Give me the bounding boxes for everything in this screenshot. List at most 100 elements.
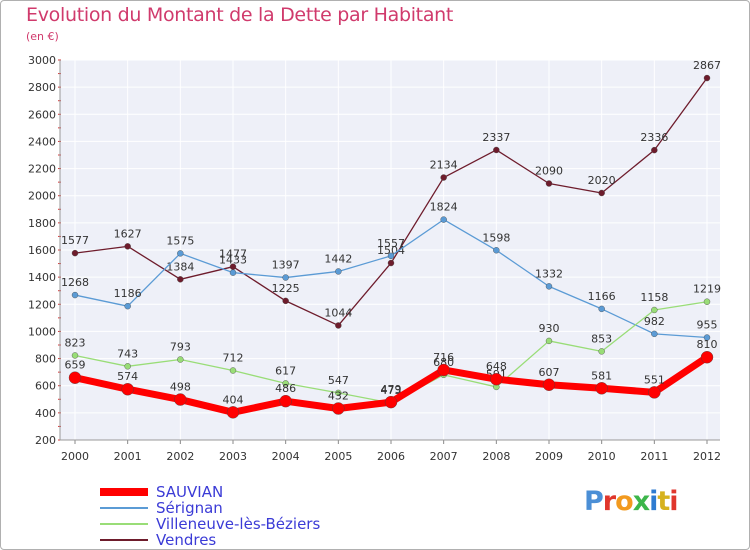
- data-point: [124, 243, 131, 250]
- data-label: 823: [65, 336, 86, 349]
- data-point: [335, 389, 342, 397]
- data-point: [68, 371, 82, 384]
- data-point: [282, 380, 289, 387]
- data-label: 1557: [377, 237, 405, 250]
- data-label: 404: [223, 393, 244, 406]
- x-tick-label: 2010: [588, 450, 616, 463]
- data-point: [282, 297, 289, 305]
- data-label: 473: [381, 384, 402, 397]
- data-label: 1504: [377, 244, 405, 257]
- x-tick-label: 2003: [219, 450, 247, 463]
- data-label: 574: [117, 370, 138, 383]
- data-label: 1384: [166, 260, 194, 273]
- brand-logo: Proxiti: [584, 486, 679, 517]
- data-point: [703, 334, 711, 341]
- data-point: [177, 356, 184, 363]
- data-label: 581: [591, 369, 612, 382]
- data-label: 486: [275, 382, 296, 395]
- brand-letter: t: [657, 486, 670, 517]
- data-point: [124, 302, 131, 310]
- data-point: [545, 283, 553, 290]
- legend-swatch: [100, 523, 148, 525]
- data-point: [545, 180, 553, 187]
- data-label: 2134: [430, 159, 458, 172]
- data-label: 2337: [482, 131, 510, 144]
- y-tick-label: 1400: [28, 271, 56, 284]
- data-label: 2336: [640, 131, 668, 144]
- data-label: 479: [381, 383, 402, 396]
- data-label: 1824: [430, 201, 458, 214]
- data-point: [177, 276, 184, 283]
- data-label: 1397: [272, 259, 300, 272]
- legend: SAUVIAN Sérignan Villeneuve-lès-Béziers Ven…: [100, 484, 320, 548]
- data-label: 853: [591, 332, 612, 345]
- x-tick-label: 2012: [693, 450, 721, 463]
- data-point: [335, 268, 342, 275]
- y-tick-label: 2400: [28, 135, 56, 148]
- data-label: 607: [539, 366, 560, 379]
- legend-label: SAUVIAN: [156, 483, 224, 501]
- data-point: [651, 146, 658, 154]
- data-label: 432: [328, 390, 349, 403]
- data-point: [71, 291, 79, 299]
- data-label: 648: [486, 360, 507, 373]
- data-point: [542, 378, 556, 391]
- data-label: 1268: [61, 276, 89, 289]
- data-label: 551: [644, 373, 665, 386]
- data-label: 743: [117, 347, 138, 360]
- x-tick-label: 2009: [535, 450, 563, 463]
- chart-title: Evolution du Montant de la Dette par Hab…: [26, 4, 454, 26]
- y-tick-label: 2000: [28, 190, 56, 203]
- legend-item: Sérignan: [100, 500, 320, 516]
- y-tick-label: 2800: [28, 81, 56, 94]
- data-point: [71, 249, 79, 257]
- legend-label: Villeneuve-lès-Béziers: [156, 515, 321, 533]
- data-label: 1442: [324, 252, 352, 265]
- brand-letter: i: [649, 486, 658, 517]
- y-tick-label: 1200: [28, 298, 56, 311]
- data-label: 955: [697, 319, 718, 332]
- data-label: 547: [328, 374, 349, 387]
- data-point: [598, 348, 605, 355]
- legend-swatch: [100, 488, 148, 496]
- y-tick-label: 800: [35, 353, 56, 366]
- y-tick-label: 1600: [28, 244, 56, 257]
- data-label: 1627: [114, 227, 142, 240]
- data-label: 982: [644, 315, 665, 328]
- legend-label: Vendres: [156, 531, 217, 549]
- data-point: [177, 250, 184, 257]
- data-label: 1575: [166, 234, 194, 247]
- data-label: 2867: [693, 59, 721, 72]
- data-label: 1166: [588, 290, 616, 303]
- x-tick-label: 2007: [430, 450, 458, 463]
- data-label: 1577: [61, 234, 89, 247]
- data-point: [332, 402, 345, 415]
- data-point: [229, 367, 237, 374]
- x-tick-label: 2001: [114, 450, 142, 463]
- data-label: 617: [275, 364, 296, 377]
- data-point: [335, 322, 342, 329]
- data-point: [703, 298, 711, 305]
- data-point: [384, 395, 398, 409]
- legend-swatch: [100, 539, 148, 541]
- data-label: 716: [433, 351, 454, 364]
- data-point: [387, 259, 395, 267]
- legend-item: SAUVIAN: [100, 484, 320, 500]
- y-tick-label: 200: [35, 434, 56, 447]
- y-tick-label: 600: [35, 380, 56, 393]
- brand-letter: P: [584, 486, 604, 517]
- data-point: [121, 383, 134, 396]
- brand-letter: x: [632, 486, 650, 517]
- y-tick-label: 2600: [28, 108, 56, 121]
- data-point: [648, 386, 661, 399]
- legend-swatch: [100, 507, 148, 509]
- x-tick-label: 2011: [640, 450, 668, 463]
- data-point: [545, 337, 553, 345]
- brand-letter: i: [669, 486, 678, 517]
- data-point: [282, 274, 289, 281]
- y-tick-label: 400: [35, 407, 56, 420]
- y-tick-label: 1800: [28, 217, 56, 230]
- data-point: [124, 363, 131, 370]
- data-point: [598, 189, 605, 197]
